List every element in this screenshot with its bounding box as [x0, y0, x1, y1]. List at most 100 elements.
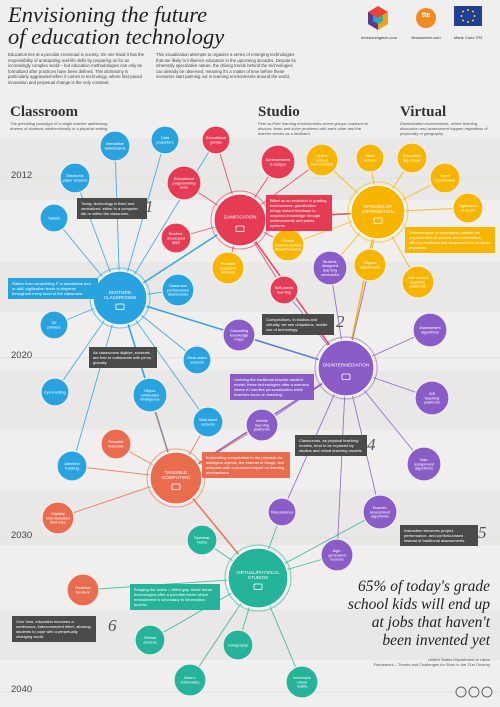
node-label-line: performance [167, 287, 189, 292]
hub-gamification[interactable]: GAMIFICATION [210, 190, 270, 250]
node-circle [182, 345, 212, 375]
node-label-line: Neuro- [184, 675, 197, 680]
hub-ring [224, 544, 292, 612]
node-eye-tracking[interactable]: Eye-tracking [40, 377, 70, 407]
node-label-line: platforms [254, 427, 270, 432]
node-label-line: VIRTUAL/PHYSICAL [236, 570, 280, 575]
node-label-line: furniture [76, 590, 90, 595]
hub-disintermediation[interactable]: DISINTERMEDIATION [314, 336, 378, 400]
node-label-line: informatics [181, 680, 200, 685]
node-label-line: histories [221, 270, 236, 275]
node-label-line: Reactive [75, 585, 90, 590]
node-circle [134, 624, 166, 656]
node-label-line: tracking [65, 466, 79, 471]
node-label-line: programming [173, 180, 196, 185]
note-2-number: 2 [336, 312, 345, 331]
column-virtual-desc: Disembodied environments, where learning… [400, 121, 488, 136]
node-telepresence[interactable]: Telepresence [267, 497, 297, 527]
node-label-line: (Backchannels) [275, 247, 303, 252]
sponsor-logos: tte envisioningtech.com fitnessmeth.com … [350, 2, 500, 48]
node-label-line: Telepresence [270, 509, 293, 514]
node-circle [222, 318, 256, 352]
node-circle [66, 573, 100, 607]
node-achievements[interactable]: Achievements& badges [260, 144, 296, 180]
node-label-line: Retinal [144, 635, 156, 640]
hub-circle [317, 339, 375, 397]
link-classroom-attention-tracking [71, 297, 121, 467]
node-label-line: Immersive [293, 675, 311, 680]
node-label-line: SIS [429, 391, 436, 396]
node-label-line: DISINTERMEDIATION [323, 363, 370, 368]
hub-circle [227, 547, 289, 609]
node-circle [269, 275, 299, 305]
node-label-line: intermediated [46, 515, 70, 520]
note-5-number: 5 [478, 523, 487, 542]
tte-logo-icon [416, 8, 436, 28]
node-holography[interactable]: Holography [222, 629, 254, 661]
node-label-line: platforms [410, 284, 426, 289]
node-circle [305, 143, 339, 177]
node-label-line: projectors [156, 140, 173, 145]
node-circle [40, 377, 70, 407]
gamification-note: Billed as an evolution in grading mechan… [266, 195, 332, 231]
node-label-line: learning [323, 268, 337, 273]
node-tablets[interactable]: Tablets [39, 203, 69, 233]
node-label-line: Wall-sized [199, 417, 217, 422]
page-title: Envisioning the future of education tech… [8, 3, 224, 48]
node-label-line: Student- [169, 231, 184, 236]
node-label-line: school [316, 157, 327, 162]
node-label-line: Self-paced [275, 285, 294, 290]
node-label-line: generated [328, 552, 346, 557]
node-neuro-informatics[interactable]: Neuro-informatics [173, 663, 207, 697]
node-circle [406, 446, 442, 482]
node-label-line: paper screens [63, 178, 88, 183]
node-circle [150, 125, 180, 155]
node-label-line: communities [311, 162, 333, 167]
column-studio-desc: Peer-to-Peer learning environments where… [258, 121, 368, 136]
node-label-line: teaching [411, 279, 426, 284]
node-label-line: TANGIBLE [165, 470, 187, 475]
node-label-line: Eye-tracking [44, 389, 66, 394]
node-label-line: games [210, 140, 222, 145]
